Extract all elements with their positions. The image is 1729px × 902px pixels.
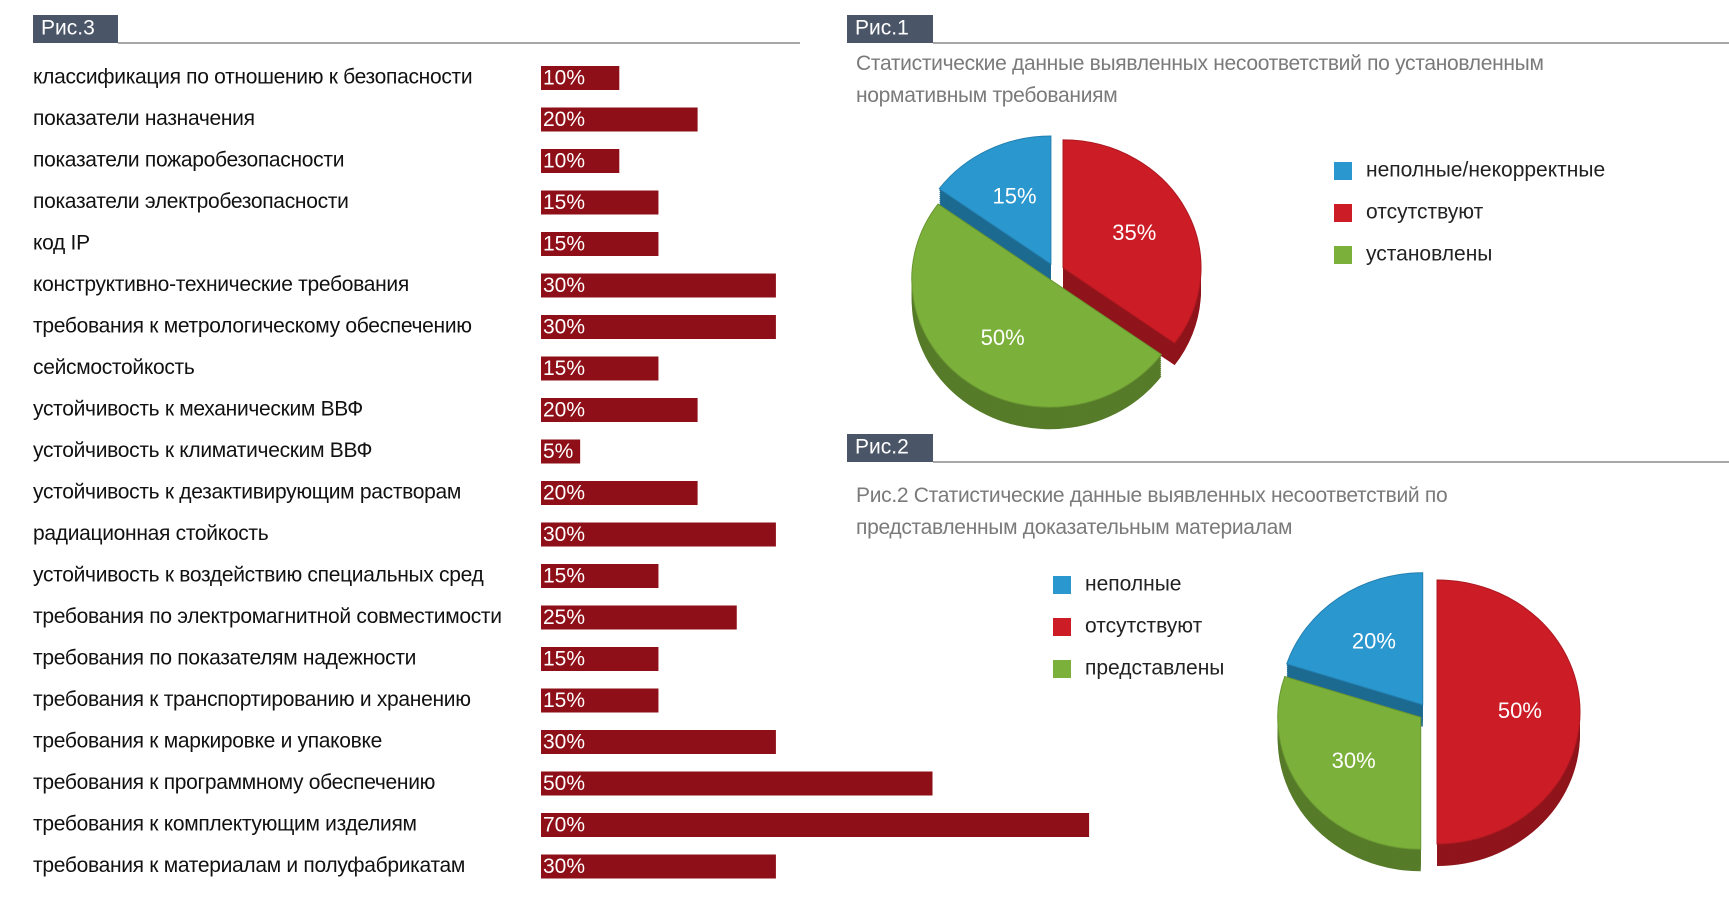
bar-label: 15%: [543, 357, 585, 380]
section-tag: [847, 434, 933, 462]
section-label: Рис.1: [855, 17, 909, 40]
category-label: радиационная стойкость: [33, 522, 269, 545]
bar: [541, 813, 1090, 837]
section-label: Рис.3: [41, 17, 95, 40]
bar: [541, 149, 620, 173]
legend-swatch: [1334, 246, 1352, 264]
legend-label: установлены: [1366, 243, 1492, 266]
legend-label: отсутствуют: [1366, 201, 1484, 224]
legend-swatch: [1334, 204, 1352, 222]
bar-label: 15%: [543, 648, 585, 671]
legend-swatch: [1334, 162, 1352, 180]
pie-slice: [1277, 675, 1422, 850]
legend-label: неполные: [1085, 573, 1182, 596]
bar: [541, 522, 776, 547]
category-label: требования к маркировке и упаковке: [33, 730, 382, 753]
bar-label: 30%: [543, 855, 585, 878]
slice-label: 50%: [981, 325, 1025, 350]
bar-label: 30%: [543, 731, 585, 754]
bar-label: 30%: [543, 316, 585, 339]
category-label: требования к комплектующим изделиям: [33, 813, 417, 836]
category-label: требования к программному обеспечению: [33, 771, 435, 794]
section-tag: [33, 15, 118, 43]
legend-label: неполные/некорректные: [1366, 159, 1605, 182]
bar: [541, 315, 776, 339]
bar: [541, 854, 776, 879]
bar: [541, 190, 659, 215]
bar-label: 30%: [543, 523, 585, 546]
legend-swatch: [1053, 576, 1071, 594]
bar-label: 15%: [543, 233, 585, 256]
bar: [541, 481, 698, 505]
bar: [541, 564, 659, 588]
category-label: конструктивно-технические требования: [33, 273, 409, 296]
bar: [541, 232, 659, 256]
bar-label: 50%: [543, 772, 585, 795]
category-label: устойчивость к механическим ВВФ: [33, 398, 363, 421]
pie-slice: [911, 203, 1163, 408]
legend-swatch: [1053, 618, 1071, 636]
bar: [541, 107, 698, 132]
legend-label: отсутствуют: [1085, 615, 1203, 638]
bar: [541, 398, 698, 422]
bar: [541, 688, 659, 713]
bar: [541, 439, 581, 464]
category-label: показатели электробезопасности: [33, 190, 349, 213]
bar-label: 20%: [543, 482, 585, 505]
pie-slice: [938, 135, 1052, 265]
bar-label: 20%: [543, 108, 585, 131]
pie-slice: [1286, 572, 1424, 706]
category-label: устойчивость к климатическим ВВФ: [33, 439, 372, 462]
pie-slice: [1436, 579, 1581, 845]
category-label: устойчивость к дезактивирующим растворам: [33, 481, 461, 504]
bar-label: 30%: [543, 274, 585, 297]
category-label: показатели назначения: [33, 107, 255, 130]
category-label: требования к метрологическому обеспечени…: [33, 315, 472, 338]
bar: [541, 356, 659, 381]
bar: [541, 647, 659, 671]
bar: [541, 66, 620, 90]
category-label: классификация по отношению к безопасност…: [33, 66, 472, 89]
bar: [541, 730, 776, 754]
category-label: код IP: [33, 232, 90, 255]
bar-label: 25%: [543, 606, 585, 629]
category-label: требования к материалам и полуфабрикатам: [33, 854, 465, 877]
section-tag: [847, 15, 933, 43]
pie-slice: [1062, 139, 1202, 344]
section-label: Рис.2: [855, 436, 909, 459]
slice-label: 35%: [1112, 220, 1156, 245]
bar-label: 5%: [543, 440, 573, 463]
bar: [541, 273, 776, 298]
bar-label: 15%: [543, 689, 585, 712]
bar: [541, 605, 737, 630]
slice-label: 30%: [1332, 748, 1376, 773]
slice-label: 15%: [993, 184, 1037, 209]
bar: [541, 771, 933, 796]
bar-label: 70%: [543, 814, 585, 837]
category-label: требования по электромагнитной совместим…: [33, 605, 502, 628]
legend-label: представлены: [1085, 657, 1224, 680]
bar-label: 15%: [543, 191, 585, 214]
slice-label: 50%: [1498, 698, 1542, 723]
bar-label: 10%: [543, 67, 585, 90]
bar-label: 10%: [543, 150, 585, 173]
pie-title: Рис.2 Статистические данные выявленных н…: [856, 484, 1448, 539]
category-label: сейсмостойкость: [33, 356, 195, 379]
category-label: требования по показателям надежности: [33, 647, 416, 670]
bar-label: 15%: [543, 565, 585, 588]
pie-title: Статистические данные выявленных несоотв…: [856, 52, 1544, 107]
legend-swatch: [1053, 660, 1071, 678]
category-label: устойчивость к воздействию специальных с…: [33, 564, 484, 587]
bar-label: 20%: [543, 399, 585, 422]
slice-label: 20%: [1352, 629, 1396, 654]
category-label: требования к транспортированию и хранени…: [33, 688, 471, 711]
category-label: показатели пожаробезопасности: [33, 149, 344, 172]
